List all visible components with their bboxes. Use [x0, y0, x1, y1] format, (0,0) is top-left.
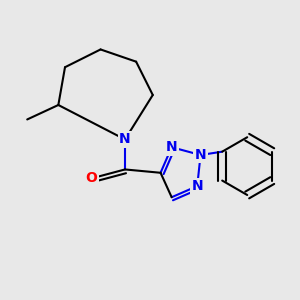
Text: N: N: [119, 132, 131, 146]
Text: N: N: [195, 148, 206, 162]
Text: N: N: [191, 179, 203, 193]
Text: N: N: [166, 140, 178, 154]
Text: O: O: [86, 171, 98, 185]
